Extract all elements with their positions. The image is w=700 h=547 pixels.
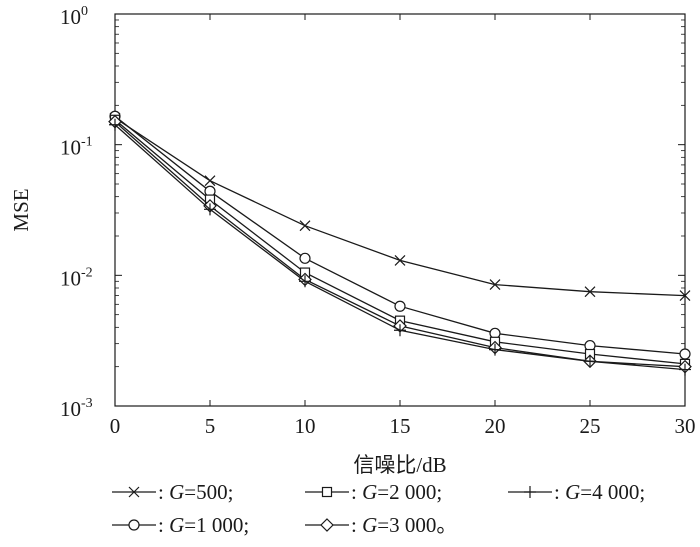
legend-label: : G=1 000; <box>158 513 249 537</box>
x-marker <box>394 255 406 266</box>
plus-marker <box>524 486 536 498</box>
x-tick-label: 5 <box>205 414 216 438</box>
plus-marker <box>299 275 311 288</box>
x-tick-label: 10 <box>295 414 316 438</box>
legend-item: : G=1 000; <box>112 513 249 537</box>
plus-marker <box>394 324 406 337</box>
y-axis-title: MSE <box>9 188 33 231</box>
y-tick-label: 10-2 <box>60 265 93 290</box>
plus-marker <box>584 355 596 368</box>
y-tick-label: 10-3 <box>60 396 93 421</box>
x-tick-label: 30 <box>675 414 696 438</box>
square-marker <box>321 486 333 498</box>
plot-frame <box>114 13 686 407</box>
circle-marker <box>394 300 406 312</box>
plus-marker <box>109 118 121 131</box>
series-4 <box>109 118 691 376</box>
legend-item: : G=3 000。 <box>305 513 457 537</box>
legend-label: : G=500; <box>158 480 233 504</box>
circle-marker <box>128 519 140 531</box>
legend-item: : G=500; <box>112 480 233 504</box>
x-tick-label: 20 <box>485 414 506 438</box>
x-axis-title: 信噪比/dB <box>353 453 446 477</box>
series-layer <box>108 110 692 376</box>
legend-label: : G=2 000; <box>351 480 442 504</box>
legend-label: : G=3 000。 <box>351 513 457 537</box>
series-0 <box>109 112 691 301</box>
circle-marker <box>299 252 311 264</box>
y-tick-label: 10-1 <box>60 135 93 160</box>
x-marker <box>128 486 140 498</box>
plus-marker <box>679 363 691 376</box>
x-marker <box>204 175 216 187</box>
x-tick-label: 15 <box>390 414 411 438</box>
series-1 <box>109 110 691 360</box>
plus-marker <box>204 203 216 216</box>
x-tick-label: 0 <box>110 414 121 438</box>
legend: : G=500; : G=2 000; : G=4 000; : G=1 000… <box>112 480 645 537</box>
legend-item: : G=2 000; <box>305 480 442 504</box>
x-marker <box>584 286 596 298</box>
x-marker <box>299 220 311 232</box>
axis-ticks: 0 5 10 15 20 25 30 100 10-1 10-2 10-3 <box>60 4 696 438</box>
circle-marker <box>679 348 691 360</box>
legend-item: : G=4 000; <box>508 480 645 504</box>
legend-label: : G=4 000; <box>554 480 645 504</box>
plus-marker <box>489 343 501 356</box>
series-line <box>114 117 686 297</box>
diamond-marker <box>320 518 334 532</box>
x-marker <box>679 290 691 301</box>
y-tick-label: 100 <box>60 4 88 29</box>
x-marker <box>489 279 501 290</box>
x-tick-label: 25 <box>580 414 601 438</box>
